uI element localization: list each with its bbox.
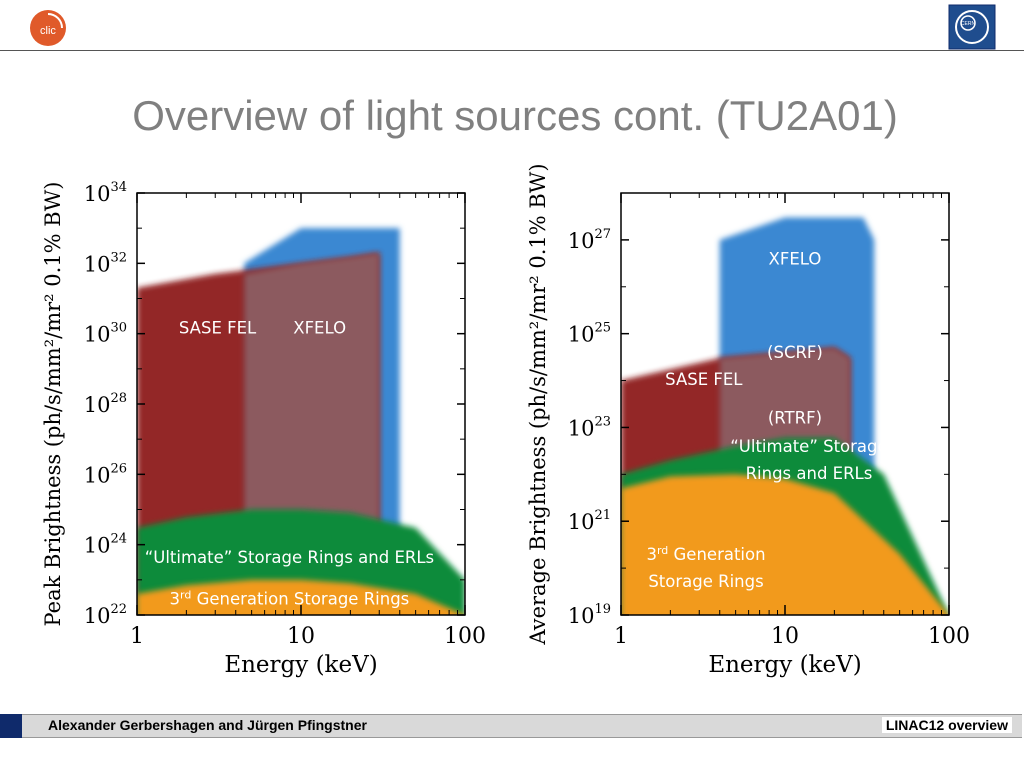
svg-text:clic: clic	[40, 25, 56, 37]
y-tick-label: 1022	[84, 602, 127, 628]
region-label: 3rd Generation	[646, 544, 765, 564]
region-third-gen	[137, 579, 465, 615]
region-label: XFELO	[293, 319, 346, 338]
cern-logo: CERN	[948, 4, 996, 50]
charts-canvas: 1022 1024 1026 1028 1030 1032 1034 1 10 100 Energy…	[41, 163, 970, 678]
chart-panel-1: 1022 1024 1026 1028 1030 1032 1034 1 10 100 Energy…	[41, 180, 486, 678]
region-label: 3rd Generation Storage Rings	[170, 588, 410, 608]
y-tick-label: 1023	[568, 414, 611, 440]
x-tick-label: 100	[928, 624, 970, 649]
x-tick-label: 10	[771, 624, 799, 649]
y-tick-label: 1026	[84, 461, 127, 487]
y-tick-label: 1019	[568, 602, 611, 628]
y-tick-label: 1034	[84, 180, 127, 206]
footer-authors: Alexander Gerbershagen and Jürgen Pfings…	[48, 717, 367, 733]
svg-text:CERN: CERN	[961, 21, 976, 27]
x-axis-label: Energy (keV)	[224, 652, 377, 678]
region-label: XFELO	[769, 249, 822, 268]
chart-panel-2: 1019 1021 1023 1025 1027 1 10 100 Energy (keV) Av…	[526, 163, 970, 678]
y-tick-label: 1030	[84, 321, 127, 347]
region-label: “Ultimate” Storage Rings and ERLs	[145, 548, 434, 567]
x-axis-label: Energy (keV)	[708, 652, 861, 678]
y-tick-label: 1027	[568, 227, 611, 253]
header-rule	[0, 50, 1024, 51]
x-tick-label: 1	[614, 624, 628, 649]
plot-area	[621, 217, 949, 615]
x-tick-label: 1	[130, 624, 144, 649]
y-tick-label: 1021	[568, 508, 611, 534]
clic-logo: clic	[30, 10, 66, 46]
y-tick-label: 1025	[568, 321, 611, 347]
footer-accent	[0, 714, 22, 738]
slide-title: Overview of light sources cont. (TU2A01)	[132, 92, 898, 139]
region-label: (RTRF)	[768, 409, 822, 428]
region-label: Storage Rings	[648, 572, 763, 591]
region-label: Rings and ERLs	[746, 464, 873, 483]
region-label: SASE FEL	[665, 370, 743, 389]
y-axis-label: Average Brightness (ph/s/mm²/mr² 0.1% BW…	[526, 163, 550, 645]
x-tick-label: 10	[287, 624, 315, 649]
region-label: (SCRF)	[767, 343, 823, 362]
y-tick-label: 1032	[84, 250, 127, 276]
y-tick-label: 1024	[84, 532, 127, 558]
region-third-gen	[621, 474, 949, 615]
region-ultimate	[137, 509, 465, 615]
footer: Alexander Gerbershagen and Jürgen Pfings…	[0, 714, 1024, 738]
plot-area	[137, 228, 465, 615]
footer-band	[22, 714, 1022, 738]
x-tick-label: 100	[444, 624, 486, 649]
y-axis-label: Peak Brightness (ph/s/mm²/mr² 0.1% BW)	[41, 182, 65, 627]
region-label: “Ultimate” Storage	[730, 437, 887, 456]
y-tick-label: 1028	[84, 391, 127, 417]
region-label: SASE FEL	[179, 319, 257, 338]
footer-event: LINAC12 overview	[881, 717, 1012, 733]
